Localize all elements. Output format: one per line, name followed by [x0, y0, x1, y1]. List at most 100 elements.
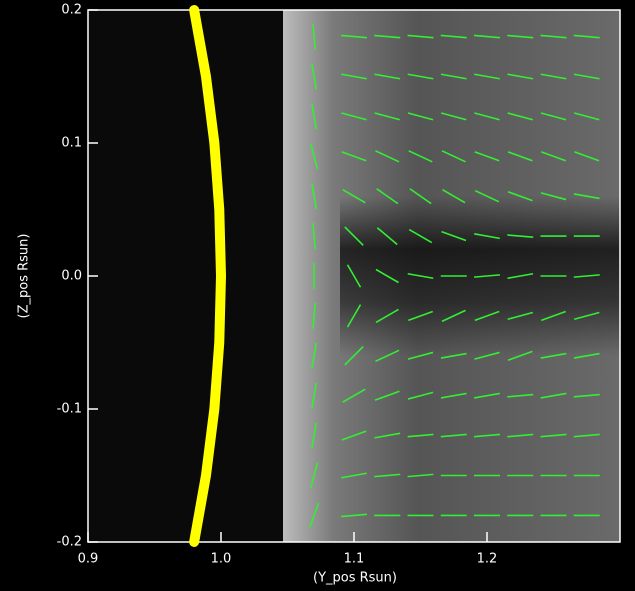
field-vector [507, 311, 534, 321]
field-vector [507, 34, 534, 39]
field-vector [540, 112, 567, 121]
field-vector [312, 302, 317, 329]
y-tick-label: -0.2 [57, 535, 82, 550]
field-vector [407, 34, 434, 39]
field-vector [573, 352, 600, 359]
field-vector [473, 274, 501, 278]
field-vector [342, 189, 366, 204]
field-vector [540, 352, 567, 359]
field-vector [311, 103, 318, 130]
field-vector [507, 151, 533, 162]
field-vector [440, 73, 467, 80]
field-vector [541, 151, 566, 162]
field-vector [573, 311, 600, 321]
field-vector [408, 228, 433, 244]
field-vector [407, 391, 434, 400]
field-vector [441, 309, 466, 323]
field-vector [507, 191, 533, 202]
field-vector [375, 268, 399, 284]
y-tick-label: 0.2 [61, 3, 82, 18]
field-vector [507, 112, 534, 121]
field-vector [473, 433, 501, 438]
field-vector [309, 143, 319, 170]
field-vector [342, 388, 366, 403]
field-vector [507, 234, 534, 239]
field-vector [440, 433, 467, 438]
field-vector [341, 472, 367, 479]
field-vector [474, 392, 500, 399]
field-vector [407, 73, 434, 80]
y-tick-label: -0.1 [57, 402, 82, 417]
x-axis-label: (Y_pos Rsun) [313, 571, 397, 586]
field-vector [407, 351, 434, 360]
field-vector [474, 189, 500, 203]
field-vector [408, 310, 433, 322]
field-vector [311, 382, 318, 409]
field-vector [441, 150, 466, 163]
field-vector [474, 233, 500, 240]
field-vector [409, 188, 432, 205]
field-vector [573, 34, 600, 39]
field-vector [474, 112, 500, 121]
field-vector [340, 513, 368, 518]
field-vector [540, 392, 567, 399]
field-vector [573, 274, 600, 278]
field-vector [440, 352, 467, 359]
field-vector [507, 433, 534, 438]
field-vector [440, 34, 467, 39]
field-vector [374, 34, 401, 39]
field-vector [573, 193, 600, 200]
y-tick-label: 0.1 [61, 136, 82, 151]
field-vector [541, 310, 566, 322]
field-vector [312, 223, 317, 250]
field-vector [540, 34, 567, 39]
field-vector [375, 150, 400, 163]
field-vector [407, 433, 434, 438]
field-vector [376, 227, 398, 246]
field-vector [407, 272, 434, 280]
field-vector [573, 433, 600, 438]
field-vector [540, 433, 567, 438]
field-vector [344, 226, 364, 246]
field-vector [474, 351, 500, 360]
field-vector [573, 393, 600, 398]
field-vector [507, 393, 534, 398]
field-vector [309, 462, 319, 489]
field-vector [374, 112, 401, 121]
field-vector [374, 73, 401, 80]
field-vector [344, 346, 364, 366]
field-vector [312, 23, 317, 50]
field-vector [374, 390, 400, 401]
field-vector [473, 34, 501, 39]
field-vector [341, 73, 367, 80]
solar-limb [189, 5, 227, 547]
field-vector [441, 230, 467, 242]
field-vector [375, 308, 399, 324]
x-tick-label: 1.0 [211, 552, 232, 567]
field-vector [573, 112, 600, 121]
field-vector [341, 112, 367, 121]
field-vector [375, 349, 400, 363]
field-vector [474, 310, 500, 322]
field-vector [507, 73, 534, 80]
field-vector [311, 63, 318, 90]
field-vector [540, 73, 567, 80]
field-vector [376, 188, 399, 205]
field-vector [341, 151, 367, 162]
field-vector [474, 73, 500, 80]
x-tick-label: 1.2 [477, 552, 498, 567]
field-vector [540, 192, 567, 201]
field-vector [341, 430, 367, 441]
field-vector [308, 502, 320, 528]
field-vector [311, 422, 318, 449]
field-vector [374, 432, 401, 439]
field-vector [440, 112, 467, 121]
y-axis-label: (Z_pos Rsun) [17, 234, 32, 319]
field-vector [311, 183, 318, 210]
x-tick-label: 1.1 [344, 552, 365, 567]
field-vector [374, 473, 401, 478]
field-vector [407, 112, 434, 121]
field-vector [573, 73, 600, 80]
